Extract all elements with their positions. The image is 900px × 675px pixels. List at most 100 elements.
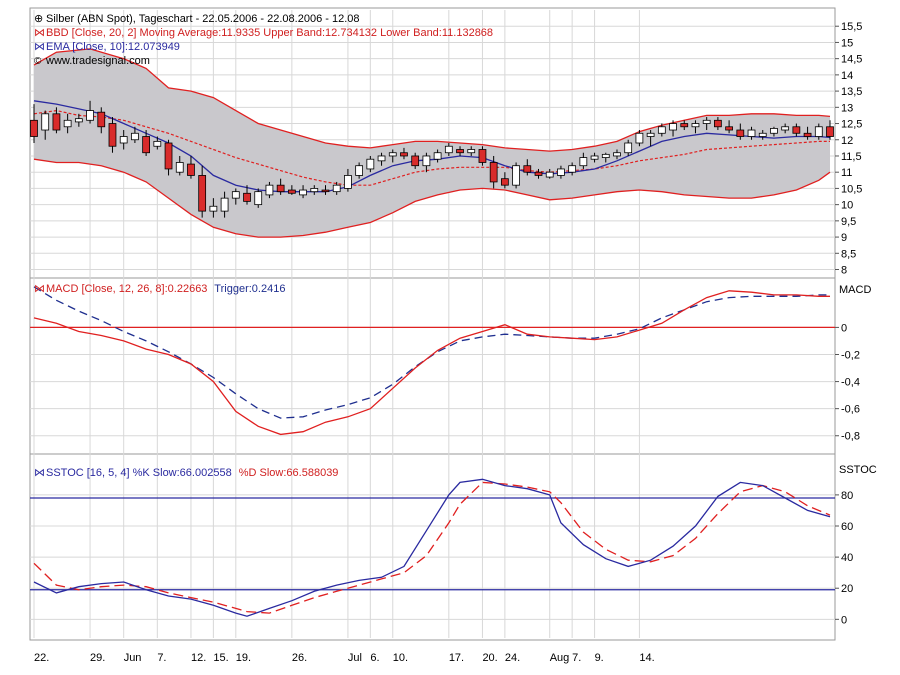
candle — [108, 117, 117, 153]
candle — [770, 126, 778, 137]
candle — [52, 107, 61, 134]
candle-body — [646, 132, 655, 137]
candle — [792, 123, 801, 137]
indicator-line-layer — [30, 286, 835, 617]
y-tick-label: 9,5 — [841, 216, 856, 228]
candle — [568, 162, 577, 176]
macd-legend-value: MACD [Close, 12, 26, 8]:0.22663 — [46, 283, 207, 295]
candle — [254, 188, 263, 208]
candle — [803, 126, 812, 140]
lower-band-line — [33, 158, 831, 238]
candle-body — [758, 132, 767, 137]
candle — [736, 123, 745, 140]
macd-icon: ⋈ — [34, 283, 45, 295]
chart-title-icon: ⊕ — [34, 13, 43, 25]
candlestick-layer — [30, 100, 834, 218]
x-tick-label: 14. — [639, 652, 654, 664]
x-tick-label: 19. — [236, 652, 251, 664]
x-tick-label: 20. — [482, 652, 497, 664]
candle-body — [131, 132, 139, 141]
candle-body — [747, 129, 756, 137]
candle — [758, 130, 767, 140]
candle — [444, 143, 453, 156]
x-tick-label: 15. — [213, 652, 228, 664]
candle — [344, 168, 352, 192]
candle-body — [198, 175, 207, 212]
candle-body — [803, 132, 812, 137]
candle — [388, 149, 397, 163]
candle — [310, 185, 319, 195]
candle-body — [30, 119, 38, 137]
copyright-icon: © — [34, 56, 42, 67]
candle-body — [814, 126, 823, 137]
candle — [456, 146, 464, 156]
candle — [512, 162, 520, 189]
candle-body — [52, 113, 61, 131]
y-tick-label: 8 — [841, 265, 847, 277]
y-tick-label: 13,5 — [841, 86, 862, 98]
candle-body — [400, 152, 408, 157]
y-tick-label: 0 — [841, 322, 847, 334]
y-tick-label: 60 — [841, 521, 853, 533]
candle — [590, 152, 599, 163]
x-tick-label: 26. — [292, 652, 307, 664]
x-tick-label: 12. — [191, 652, 206, 664]
candle-body — [669, 123, 677, 131]
candle-body — [725, 126, 733, 131]
macd-panel — [29, 277, 836, 455]
candle-body — [74, 118, 83, 123]
candle — [276, 178, 285, 195]
candle — [142, 130, 150, 156]
candle — [366, 155, 375, 173]
candle — [41, 110, 50, 140]
candle — [500, 172, 509, 189]
x-tick-label: 10. — [393, 652, 408, 664]
macd-legend-trigger: Trigger:0.2416 — [214, 283, 285, 295]
candle — [826, 120, 834, 140]
y-tick-label: 12 — [841, 135, 853, 147]
y-tick-label: 12,5 — [841, 119, 862, 131]
candle — [478, 146, 487, 166]
candle-body — [691, 123, 700, 128]
candle-body — [153, 140, 162, 147]
candle — [377, 152, 386, 166]
y-tick-label: 15,5 — [841, 21, 862, 33]
y-tick-label: 14 — [841, 70, 853, 82]
candle-body — [63, 119, 72, 128]
candle — [243, 185, 251, 205]
candle-body — [444, 145, 453, 154]
candle-body — [579, 157, 588, 167]
candle — [63, 113, 72, 134]
candle-body — [568, 165, 577, 173]
candle-body — [209, 205, 218, 212]
sstoc-legend-k: SSTOC [16, 5, 4] %K Slow:66.002558 — [46, 467, 232, 479]
y-tick-label: 10,5 — [841, 183, 862, 195]
candle — [814, 123, 823, 140]
candle — [545, 168, 554, 179]
candle-body — [635, 132, 644, 144]
x-tick-label: Jun — [124, 652, 142, 664]
candle-body — [826, 126, 834, 137]
candle-body — [377, 155, 386, 162]
candle — [74, 113, 83, 127]
candle-body — [344, 175, 352, 189]
x-tick-label: 9. — [595, 652, 604, 664]
x-tick-label: 24. — [505, 652, 520, 664]
candle — [714, 117, 722, 131]
candle-body — [299, 189, 307, 196]
candle — [321, 185, 330, 195]
candle — [400, 147, 408, 160]
candle — [265, 181, 274, 199]
candle-body — [702, 119, 711, 124]
candle-body — [366, 158, 375, 170]
candle — [299, 185, 307, 199]
candle — [646, 130, 655, 147]
candle-body — [276, 184, 285, 193]
candle-body — [321, 189, 330, 193]
candle — [287, 185, 296, 195]
y-tick-label: 9 — [841, 232, 847, 244]
candle — [747, 126, 756, 140]
y-tick-label: 8,5 — [841, 248, 856, 260]
candle — [601, 152, 610, 163]
candle-body — [220, 197, 229, 212]
